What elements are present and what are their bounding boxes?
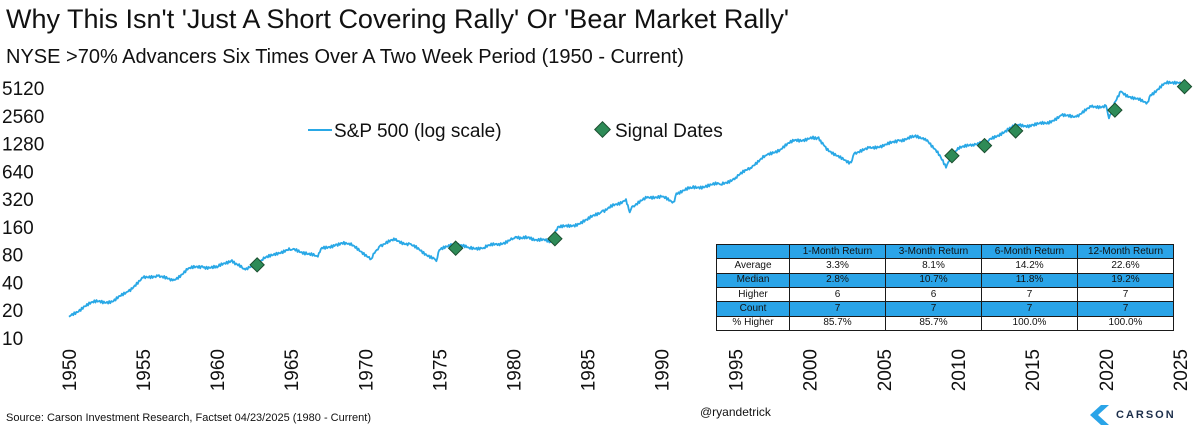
x-tick-label: 1965: [282, 349, 303, 391]
y-tick-label: 640: [2, 162, 34, 183]
table-row: % Higher 85.7% 85.7% 100.0% 100.0%: [716, 315, 1174, 332]
y-tick-label: 2560: [2, 107, 44, 128]
x-tick-label: 1975: [430, 349, 451, 391]
carson-logo-text: CARSON: [1116, 409, 1176, 421]
table-cell: 14.2%: [981, 258, 1078, 274]
carson-logo: CARSON: [1088, 404, 1194, 426]
signal-marker: [249, 257, 265, 273]
table-cell: 85.7%: [789, 315, 886, 332]
legend-line-label: S&P 500 (log scale): [334, 121, 502, 142]
signal-markers: [249, 78, 1193, 273]
row-label: Count: [716, 301, 790, 317]
table-header-row: 1-Month Return 3-Month Return 6-Month Re…: [716, 243, 1174, 260]
signal-marker: [547, 230, 563, 247]
signal-marker: [447, 240, 464, 256]
row-label: % Higher: [716, 315, 790, 332]
table-cell: 8.1%: [885, 258, 982, 274]
table-cell: 22.6%: [1077, 258, 1174, 274]
x-axis-ticks: 1950 1955 1960 1965 1970 1975 1980 1985 1990 1995…: [60, 349, 1192, 391]
table-cell: 85.7%: [885, 315, 982, 332]
legend-marker-swatch: [594, 121, 611, 138]
x-tick-label: 1955: [134, 349, 155, 391]
y-axis-ticks: 5120 2560 1280 640 320 160 80 40 20 10: [2, 79, 44, 350]
table-header-cell: 1-Month Return: [789, 243, 886, 260]
x-tick-label: 1960: [208, 349, 229, 391]
table-cell: 100.0%: [981, 315, 1078, 332]
carson-logo-icon: [1090, 405, 1109, 425]
table-cell: 6: [885, 286, 982, 303]
x-tick-label: 2010: [949, 349, 970, 391]
table-cell: 7: [1077, 286, 1174, 303]
y-tick-label: 20: [2, 301, 23, 322]
signal-marker: [976, 137, 993, 154]
signal-marker: [1007, 123, 1024, 139]
x-tick-label: 1995: [727, 349, 748, 391]
table-cell: 6: [789, 286, 886, 303]
y-tick-label: 320: [2, 190, 34, 211]
row-label: Median: [716, 272, 790, 288]
chart-title: Why This Isn't 'Just A Short Covering Ra…: [6, 4, 790, 34]
table-cell: 7: [885, 301, 982, 317]
row-label: Average: [716, 258, 790, 274]
table-cell: 11.8%: [981, 272, 1078, 288]
table-row: Average 3.3% 8.1% 14.2% 22.6%: [716, 258, 1174, 274]
x-tick-label: 1950: [60, 349, 81, 391]
table-cell: 10.7%: [885, 272, 982, 288]
x-tick-label: 2005: [875, 349, 896, 391]
signal-marker: [944, 147, 960, 164]
table-cell: 19.2%: [1077, 272, 1174, 288]
table-header-cell: 3-Month Return: [885, 243, 982, 260]
table-cell: 100.0%: [1077, 315, 1174, 332]
table-cell: 7: [981, 286, 1078, 303]
y-tick-label: 40: [2, 273, 23, 294]
y-tick-label: 80: [2, 246, 23, 267]
source-note: Source: Carson Investment Research, Fact…: [6, 412, 372, 424]
table-row: Median 2.8% 10.7% 11.8% 19.2%: [716, 272, 1174, 288]
chart-subtitle: NYSE >70% Advancers Six Times Over A Two…: [6, 46, 684, 68]
table-cell: 7: [981, 301, 1078, 317]
x-tick-label: 1980: [504, 349, 525, 391]
table-header-cell: 6-Month Return: [981, 243, 1078, 260]
signal-marker: [1107, 102, 1123, 118]
table-cell: 3.3%: [789, 258, 886, 274]
table-row: Count 7 7 7 7: [716, 301, 1174, 317]
returns-table: 1-Month Return 3-Month Return 6-Month Re…: [716, 243, 1174, 332]
x-tick-label: 2000: [801, 349, 822, 391]
y-tick-label: 5120: [2, 79, 44, 100]
x-tick-label: 1985: [579, 349, 600, 391]
legend-marker-label: Signal Dates: [615, 121, 723, 142]
table-header-cell: [716, 243, 790, 260]
x-tick-label: 2020: [1097, 349, 1118, 391]
table-row: Higher 6 6 7 7: [716, 286, 1174, 303]
x-tick-label: 2025: [1171, 349, 1192, 391]
y-tick-label: 10: [2, 329, 23, 350]
author-handle: @ryandetrick: [700, 405, 771, 419]
legend: S&P 500 (log scale) Signal Dates: [308, 121, 723, 142]
table-cell: 7: [1077, 301, 1174, 317]
x-tick-label: 1970: [356, 349, 377, 391]
y-tick-label: 160: [2, 218, 34, 239]
table-header-cell: 12-Month Return: [1077, 243, 1174, 260]
table-cell: 2.8%: [789, 272, 886, 288]
x-tick-label: 2015: [1023, 349, 1044, 391]
x-tick-label: 1990: [653, 349, 674, 391]
signal-marker: [1176, 78, 1193, 95]
table-cell: 7: [789, 301, 886, 317]
row-label: Higher: [716, 286, 790, 303]
y-tick-label: 1280: [2, 135, 44, 156]
